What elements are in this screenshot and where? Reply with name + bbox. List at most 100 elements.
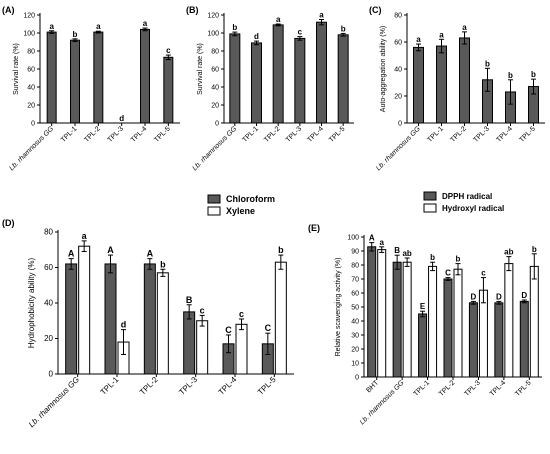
- significance-letter: d: [254, 32, 259, 41]
- x-tick-label: TPL-1: [99, 375, 121, 397]
- x-tick-label: TPL-1: [413, 379, 432, 398]
- bar: [78, 245, 91, 375]
- significance-letter: A: [147, 249, 154, 259]
- y-tick-label: 60: [211, 67, 219, 74]
- bar: [316, 21, 327, 124]
- significance-letter: b: [430, 253, 435, 262]
- y-tick-label: 70: [351, 277, 359, 284]
- significance-letter: a: [276, 15, 281, 24]
- bar: [413, 46, 424, 124]
- bar: [93, 31, 104, 124]
- significance-letter: B: [394, 246, 400, 255]
- significance-letter: C: [225, 325, 232, 335]
- y-axis-label: Survival rate (%): [197, 43, 204, 95]
- x-tick-label: Lb. rhamnosus GG: [359, 379, 406, 426]
- significance-letter: A: [369, 234, 375, 243]
- bar: [163, 56, 174, 124]
- panel-e: (E) 0 10 20 30 40 50 60 70 80 90 100 Relative scaven…: [308, 191, 542, 426]
- y-axis-label: Relative scavenging activity (%): [335, 258, 342, 357]
- y-tick-label: 80: [27, 49, 35, 56]
- bar: [251, 42, 262, 124]
- x-tick-label: TPL-2: [449, 125, 468, 144]
- y-tick-label: 0: [355, 375, 359, 382]
- y-tick-label: 10: [351, 361, 359, 368]
- significance-letter: b: [73, 30, 78, 39]
- bar: [529, 265, 539, 378]
- significance-letter: b: [531, 70, 536, 79]
- y-tick-label: 0: [215, 121, 219, 128]
- bar: [229, 33, 241, 124]
- y-tick-label: 40: [351, 319, 359, 326]
- bar: [504, 263, 514, 378]
- x-tick-label: TPL-4: [489, 379, 508, 398]
- y-axis-label: Auto-aggregation ability (%): [380, 26, 387, 112]
- significance-letter: d: [119, 114, 124, 123]
- y-tick-label: 40: [211, 85, 219, 92]
- panel-c: (C) 0 20 40 60 80 Auto-aggregation ability (%)…: [369, 5, 545, 172]
- significance-letter: D: [521, 291, 527, 300]
- significance-letter: a: [439, 30, 444, 39]
- x-tick-label: TPL-5: [518, 125, 537, 144]
- significance-letter: c: [298, 28, 303, 37]
- y-tick-label: 20: [211, 103, 219, 110]
- significance-letter: C: [445, 269, 451, 278]
- bar: [436, 45, 447, 124]
- y-tick-label: 0: [31, 121, 35, 128]
- y-tick-label: 80: [211, 49, 219, 56]
- x-tick-label: TPL-3: [177, 375, 199, 397]
- legend-label: Chloroform: [226, 194, 275, 204]
- x-tick-label: TPL-3: [463, 379, 482, 398]
- bar: [235, 323, 248, 375]
- legend-swatch: [423, 191, 437, 201]
- x-tick-label: TPL-4: [495, 125, 514, 144]
- significance-letter: a: [82, 231, 88, 241]
- y-tick-label: 20: [27, 103, 35, 110]
- bar: [402, 261, 412, 378]
- y-tick-label: 0: [398, 121, 402, 128]
- panel-letter: (D): [2, 218, 15, 228]
- significance-letter: B: [186, 295, 193, 305]
- significance-letter: a: [96, 22, 101, 31]
- x-tick-label: TPL-2: [263, 125, 282, 144]
- y-tick-label: 50: [351, 305, 359, 312]
- bar: [443, 278, 453, 378]
- x-tick-label: TPL-4: [306, 125, 325, 144]
- significance-letter: c: [239, 309, 244, 319]
- x-tick-label: TPL-1: [60, 125, 79, 144]
- significance-letter: b: [160, 259, 166, 269]
- x-tick-label: TPL-5: [153, 125, 172, 144]
- y-tick-label: 80: [44, 228, 53, 237]
- significance-letter: a: [416, 35, 421, 44]
- significance-letter: b: [508, 71, 513, 80]
- legend-swatch: [207, 206, 221, 216]
- significance-letter: a: [379, 238, 384, 247]
- bar: [519, 300, 529, 378]
- legend-label: DPPH radical: [442, 192, 492, 201]
- y-tick-label: 40: [44, 299, 53, 308]
- bar: [392, 261, 402, 378]
- significance-letter: D: [471, 292, 477, 301]
- x-tick-label: TPL-3: [107, 125, 126, 144]
- significance-letter: b: [232, 23, 237, 32]
- significance-letter: c: [481, 269, 486, 278]
- panel-a: (A) 0 20 40 60 80 100 120 Survival rate (%) a Lb. …: [2, 5, 180, 172]
- significance-letter: a: [319, 11, 324, 20]
- x-tick-label: Lb. rhamnosus GG: [191, 125, 238, 172]
- x-tick-label: Lb. rhamnosus GG: [27, 375, 81, 429]
- y-tick-label: 60: [27, 67, 35, 74]
- panel-d: (D) 0 20 40 60 80 Hydrophobicity ability (%) Aa…: [2, 194, 294, 429]
- y-tick-label: 120: [23, 13, 35, 20]
- y-tick-label: 90: [351, 249, 359, 256]
- significance-letter: D: [496, 292, 502, 301]
- x-tick-label: TPL-1: [426, 125, 445, 144]
- bar: [377, 249, 387, 378]
- x-tick-label: TPL-4: [217, 375, 239, 397]
- x-tick-label: Lb. rhamnosus GG: [8, 125, 55, 172]
- bar: [272, 24, 284, 124]
- significance-letter: ab: [402, 249, 411, 258]
- legend-swatch: [423, 203, 437, 213]
- y-tick-label: 0: [49, 370, 54, 379]
- bar: [468, 302, 478, 378]
- significance-letter: b: [456, 255, 461, 264]
